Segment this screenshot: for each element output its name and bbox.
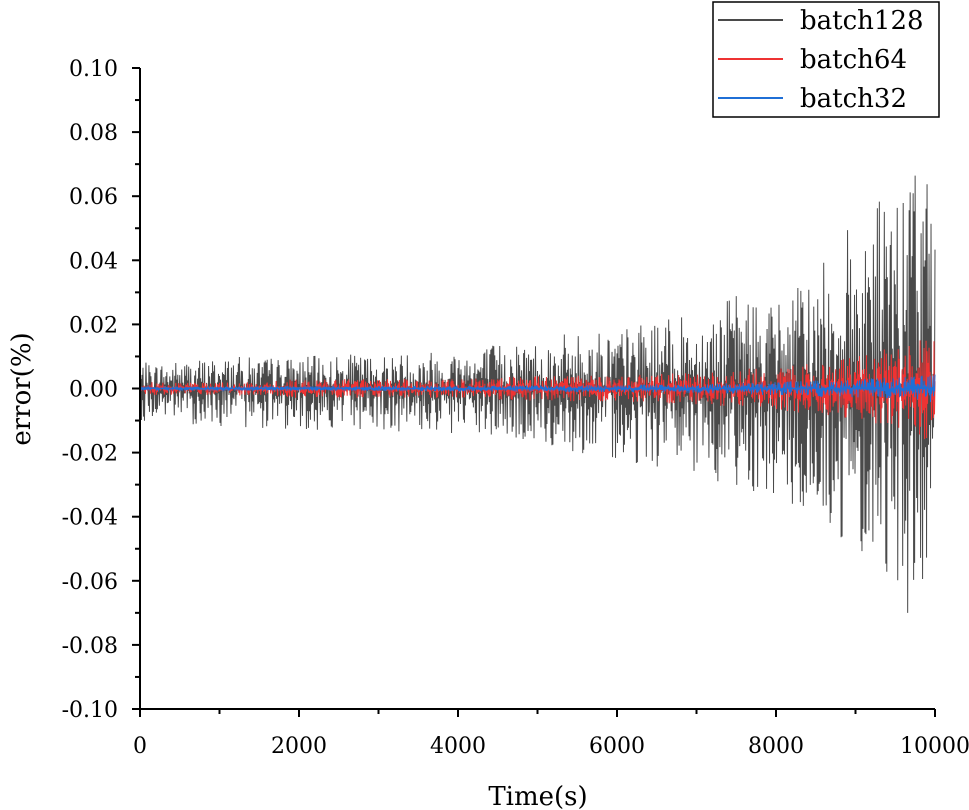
series-line-batch128 bbox=[139, 175, 936, 613]
legend-label-batch64: batch64 bbox=[800, 45, 907, 75]
x-tick-label: 6000 bbox=[589, 734, 645, 759]
series-line-batch32 bbox=[139, 374, 936, 403]
y-tick-label: -0.02 bbox=[62, 442, 118, 467]
y-tick-label: 0.04 bbox=[69, 249, 118, 274]
y-tick-label: 0.02 bbox=[69, 313, 118, 338]
y-tick-label: -0.06 bbox=[62, 570, 118, 595]
x-tick-label: 4000 bbox=[430, 734, 486, 759]
legend: batch128 batch64 batch32 bbox=[712, 1, 940, 118]
legend-label-batch128: batch128 bbox=[800, 6, 924, 36]
x-tick-label: 0 bbox=[133, 734, 147, 759]
x-axis-title: Time(s) bbox=[488, 782, 587, 810]
y-tick-label: 0.00 bbox=[69, 378, 118, 403]
x-tick-label: 10000 bbox=[900, 734, 969, 759]
x-tick-label: 2000 bbox=[271, 734, 327, 759]
y-tick-label: -0.04 bbox=[62, 506, 118, 531]
plot-area bbox=[139, 175, 936, 613]
y-tick-label: 0.06 bbox=[69, 185, 118, 210]
x-tick-label: 8000 bbox=[748, 734, 804, 759]
series-line-batch64 bbox=[139, 340, 936, 440]
y-tick-label: -0.10 bbox=[62, 698, 118, 723]
axes: -0.10 -0.08 -0.06 -0.04 -0.02 0.00 0.02 0.04 0.0… bbox=[62, 57, 969, 759]
y-tick-label: 0.10 bbox=[69, 57, 118, 82]
y-tick-label: 0.08 bbox=[69, 121, 118, 146]
y-axis-title: error(%) bbox=[7, 332, 37, 445]
y-tick-label: -0.08 bbox=[62, 634, 118, 659]
legend-label-batch32: batch32 bbox=[800, 84, 907, 114]
